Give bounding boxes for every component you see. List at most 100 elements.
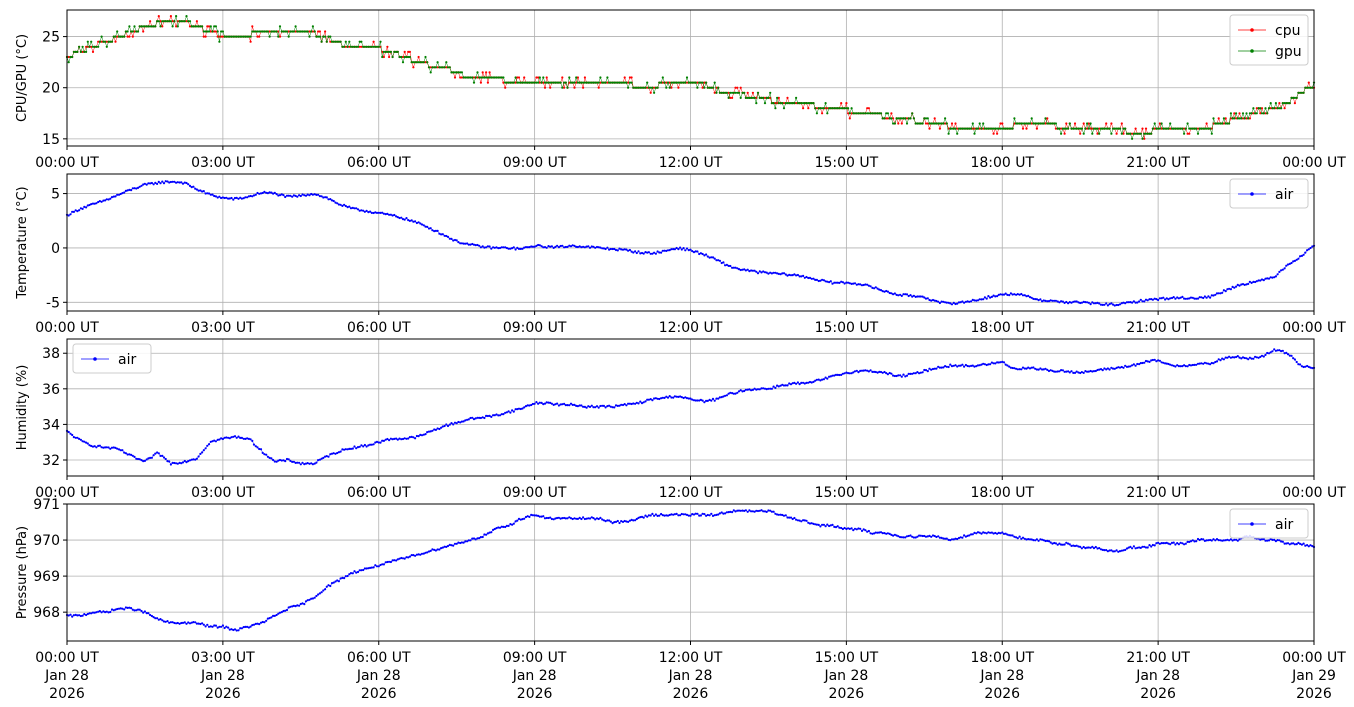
data-point <box>763 102 767 105</box>
data-point <box>1025 122 1028 125</box>
data-point <box>628 81 632 84</box>
data-point <box>912 294 916 297</box>
data-point <box>310 462 313 465</box>
data-point <box>220 625 223 628</box>
data-point <box>209 30 212 33</box>
data-point <box>278 458 282 462</box>
data-point <box>1139 132 1142 135</box>
data-point <box>440 233 443 236</box>
data-point <box>512 81 515 84</box>
x-tick-label: 06:00 UT <box>347 320 411 336</box>
data-point <box>653 397 656 400</box>
data-point <box>213 25 216 28</box>
data-point <box>1271 276 1274 279</box>
data-point <box>660 81 663 84</box>
data-point <box>202 35 205 38</box>
data-point <box>1283 102 1286 105</box>
data-point <box>479 246 482 249</box>
data-point <box>833 281 836 284</box>
data-point <box>1247 358 1250 361</box>
data-point <box>618 247 621 250</box>
data-point <box>130 189 133 192</box>
data-point <box>280 459 283 462</box>
data-point <box>899 374 902 377</box>
data-point <box>194 187 197 190</box>
data-point <box>355 447 358 450</box>
data-point <box>1099 303 1103 306</box>
data-point <box>159 25 162 28</box>
data-point <box>109 610 112 614</box>
data-point <box>124 189 127 192</box>
data-point <box>277 35 280 38</box>
data-point <box>711 397 715 400</box>
data-point <box>878 370 881 373</box>
data-point <box>656 397 659 400</box>
data-point <box>412 66 415 69</box>
data-point <box>384 50 387 54</box>
data-point <box>249 35 252 38</box>
data-point <box>192 25 195 28</box>
data-point <box>100 446 103 449</box>
data-point <box>1235 117 1238 120</box>
data-point <box>67 214 70 217</box>
data-point <box>873 370 876 373</box>
data-point <box>278 35 282 38</box>
data-point <box>493 76 496 79</box>
data-point <box>500 246 503 249</box>
data-point <box>424 55 427 59</box>
data-point <box>278 194 282 197</box>
x-tick-label: 03:00 UT <box>191 485 255 501</box>
data-point <box>963 365 966 368</box>
data-point <box>242 197 245 200</box>
data-point <box>142 30 145 33</box>
data-point <box>860 112 864 115</box>
data-point <box>1212 294 1215 297</box>
data-point <box>426 225 429 228</box>
data-point <box>1151 298 1154 301</box>
data-point <box>161 454 164 457</box>
data-point <box>93 45 96 48</box>
data-point <box>370 45 373 48</box>
data-point <box>247 437 250 440</box>
data-point <box>1302 91 1305 94</box>
data-point <box>637 250 640 253</box>
data-point <box>1131 301 1134 304</box>
data-point <box>1011 127 1014 130</box>
x-tick-label: 18:00 UT <box>970 155 1034 171</box>
data-point <box>1098 547 1101 550</box>
data-point <box>252 30 256 33</box>
data-point <box>795 274 798 277</box>
data-point <box>1013 293 1016 296</box>
data-point <box>713 257 716 260</box>
data-point <box>803 102 806 105</box>
data-point <box>770 272 774 275</box>
x-tick-label: 15:00 UT <box>815 320 879 336</box>
data-point <box>1087 127 1090 130</box>
data-point <box>867 370 871 373</box>
data-point <box>682 81 685 84</box>
data-point <box>580 517 583 521</box>
y-tick-label: 968 <box>33 605 60 621</box>
data-point <box>246 437 249 440</box>
data-point <box>407 437 410 440</box>
data-point <box>672 248 675 251</box>
data-point <box>369 210 372 213</box>
data-point <box>559 244 562 248</box>
data-point <box>595 245 599 249</box>
data-point <box>1212 362 1215 365</box>
data-point <box>528 515 531 519</box>
data-point <box>679 81 682 84</box>
data-point <box>517 81 521 84</box>
data-point <box>864 529 867 532</box>
data-point <box>1290 96 1293 99</box>
data-point <box>117 193 121 196</box>
data-point <box>207 443 211 446</box>
data-point <box>1098 302 1101 305</box>
data-point <box>249 194 252 198</box>
data-point <box>675 395 678 398</box>
data-point <box>554 403 557 406</box>
data-point <box>213 439 216 442</box>
data-point <box>235 436 238 439</box>
data-point <box>492 414 495 417</box>
data-point <box>192 185 195 188</box>
